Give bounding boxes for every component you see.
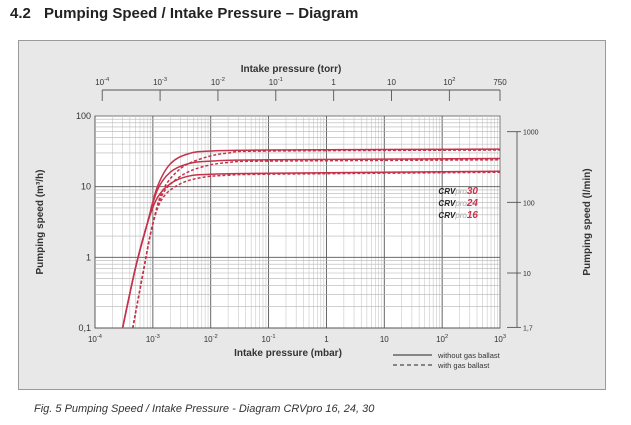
top-tick-label: 750 xyxy=(493,78,507,87)
y-tick-label: 10 xyxy=(81,182,91,192)
top-tick-label: 10-2 xyxy=(211,77,225,87)
x-tick-label: 103 xyxy=(494,334,506,344)
x-tick-label: 1 xyxy=(324,335,329,344)
x-tick-label: 10-3 xyxy=(146,334,160,344)
bottom-axis-title: Intake pressure (mbar) xyxy=(234,348,342,359)
top-tick-label: 10-1 xyxy=(269,77,283,87)
right-tick-label: 10 xyxy=(523,271,531,278)
model-label: CRVpro30 xyxy=(438,186,478,197)
y-tick-label: 0,1 xyxy=(78,323,91,333)
top-tick-label: 10-3 xyxy=(153,77,167,87)
legend: without gas ballastwith gas ballast xyxy=(393,351,501,370)
x-tick-label: 10-1 xyxy=(262,334,276,344)
model-labels: CRVpro30CRVpro24CRVpro16 xyxy=(438,186,478,221)
y-tick-label: 100 xyxy=(76,111,91,121)
x-tick-label: 10-4 xyxy=(88,334,103,344)
y-tick-label: 1 xyxy=(86,252,91,262)
x-tick-label: 10-2 xyxy=(204,334,218,344)
top-tick-label: 10 xyxy=(387,78,396,87)
right-tick-label: 100 xyxy=(523,200,535,207)
figure-caption: Fig. 5 Pumping Speed / Intake Pressure -… xyxy=(34,403,374,415)
model-label: CRVpro24 xyxy=(438,198,478,209)
legend-label: without gas ballast xyxy=(437,351,501,360)
right-tick-label: 1,7 xyxy=(523,325,533,332)
x-tick-label: 102 xyxy=(436,334,448,344)
top-tick-label: 1 xyxy=(331,78,336,87)
legend-label: with gas ballast xyxy=(437,361,490,370)
model-label: CRVpro16 xyxy=(438,210,478,221)
x-tick-label: 10 xyxy=(380,335,389,344)
left-axis-title: Pumping speed (m³/h) xyxy=(35,170,46,275)
top-tick-label: 102 xyxy=(443,77,455,87)
top-axis-title: Intake pressure (torr) xyxy=(241,64,342,75)
right-tick-label: 1000 xyxy=(523,130,539,137)
right-axis-title: Pumping speed (l/min) xyxy=(582,168,593,275)
top-tick-label: 10-4 xyxy=(95,77,110,87)
pumping-speed-chart: 0,1 1 10 100 10-4 10-3 10-2 10-1 1 10 102 103 10-4 10… xyxy=(0,0,631,425)
